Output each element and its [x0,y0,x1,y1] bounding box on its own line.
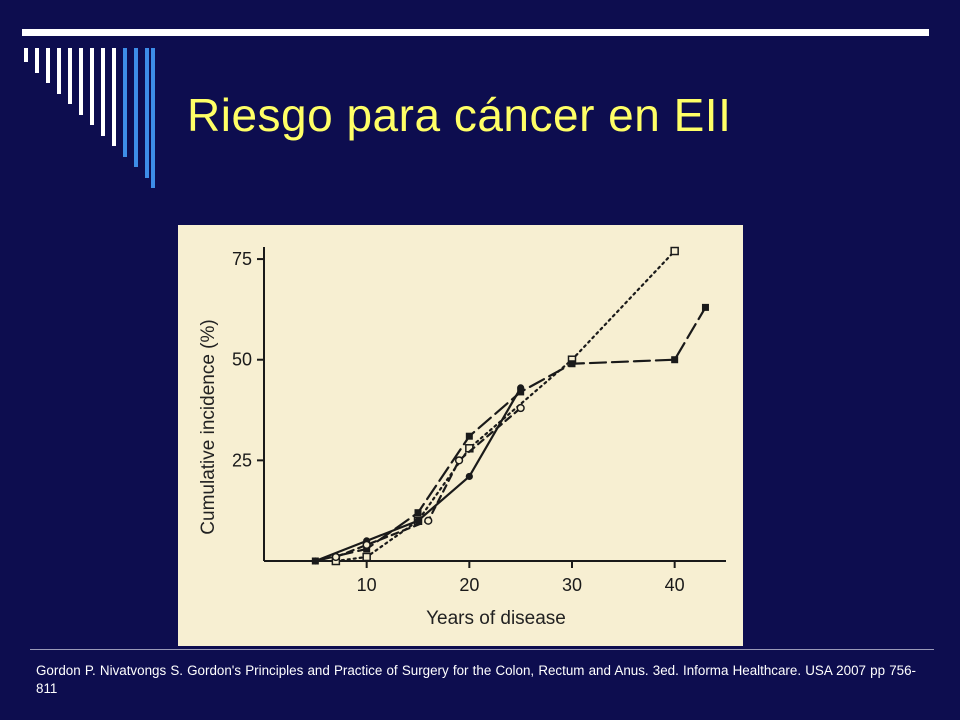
data-point [670,246,679,256]
y-tick-label: 50 [232,350,252,370]
data-point [414,517,422,525]
data-point [454,456,464,465]
x-tick-label: 30 [562,575,582,595]
decor-stripe [46,48,50,83]
chart-series [311,246,709,566]
y-tick-label: 25 [232,450,252,470]
top-rule [22,29,929,36]
data-point [424,516,433,525]
footer-rule [30,649,934,650]
series-line-1 [334,249,676,563]
data-point [311,557,319,565]
x-tick-label: 20 [459,575,479,595]
decor-stripe [90,48,94,125]
y-tick-label: 75 [232,249,252,269]
decorative-stripes [0,0,170,200]
y-axis-label: Cumulative incidence (%) [198,319,219,534]
decor-stripe [57,48,61,94]
decor-stripe [112,48,116,146]
decor-stripe [145,48,149,178]
data-point [331,552,341,562]
data-point [465,472,473,481]
decor-stripe [151,48,155,188]
x-axis-label: Years of disease [426,608,566,629]
data-point [465,432,473,440]
x-tick-label: 10 [357,575,377,595]
decor-stripe [35,48,39,73]
series-line-4 [334,406,522,559]
cumulative-incidence-chart: 10 20 30 40 25 50 75 Years of disease Cumulati… [198,246,726,629]
data-point [414,509,422,517]
data-point [362,552,371,562]
chart-panel: 10 20 30 40 25 50 75 Years of disease Cumulati… [178,225,743,646]
series-line-3 [314,386,522,563]
data-point [701,303,709,311]
chart-axes: 10 20 30 40 25 50 75 [232,247,726,595]
citation: Gordon P. Nivatvongs S. Gordon's Princip… [36,663,916,696]
data-point [517,388,525,396]
decor-stripe [123,48,127,157]
data-point [671,356,679,364]
decor-stripe [68,48,72,104]
data-point [362,540,371,550]
data-point [517,384,525,392]
data-point [516,403,525,413]
x-tick-label: 40 [665,575,685,595]
decor-stripe [79,48,83,115]
decor-stripe [101,48,105,136]
decor-stripe [24,48,28,62]
data-point [568,360,576,368]
slide-title: Riesgo para cáncer en EII [187,89,732,141]
series-line-2 [314,306,707,563]
decor-stripe [134,48,138,167]
